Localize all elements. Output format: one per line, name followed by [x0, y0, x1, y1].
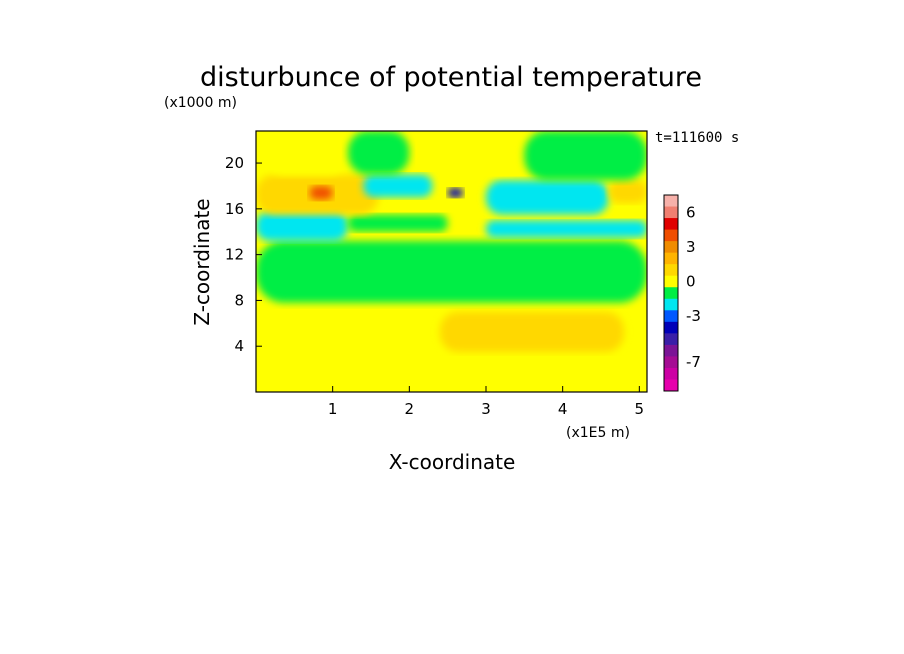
x-tick-label: 5 [635, 400, 645, 418]
x-tick-label: 4 [558, 400, 568, 418]
contour-region-3 [256, 240, 647, 303]
x-tick-label: 3 [481, 400, 491, 418]
colorbar-swatch [664, 356, 678, 369]
contour-region-16 [524, 131, 647, 181]
x-units-label: (x1E5 m) [566, 425, 630, 441]
y-units-label: (x1000 m) [164, 95, 237, 111]
contour-region-15 [432, 131, 525, 175]
colorbar: 6 3 0 -3 -7 [663, 194, 701, 392]
contour-region-10 [447, 188, 463, 198]
colorbar-frame [663, 194, 679, 392]
colorbar-tick-label: 3 [686, 238, 696, 256]
x-tick-label: 2 [405, 400, 415, 418]
time-label: t=111600 s [655, 130, 739, 146]
colorbar-swatch [664, 310, 678, 323]
colorbar-swatch [664, 218, 678, 231]
y-tick-label: 4 [234, 337, 244, 355]
colorbar-swatch [664, 367, 678, 380]
x-axis-label: X-coordinate [389, 450, 516, 474]
contour-region-13 [263, 131, 348, 175]
colorbar-swatch [664, 241, 678, 254]
colorbar-tick-label: 0 [686, 272, 696, 290]
colorbar-swatch [664, 379, 678, 392]
y-axis-label: Z-coordinate [190, 198, 214, 325]
colorbar-swatch [664, 321, 678, 334]
y-tick-label: 8 [234, 291, 244, 309]
contour-region-6 [486, 220, 647, 238]
y-tick-label: 12 [225, 246, 244, 264]
contour-region-12 [608, 180, 647, 204]
contour-region-14 [348, 131, 410, 175]
colorbar-tick-label: -3 [686, 307, 701, 325]
colorbar-swatch [664, 206, 678, 219]
colorbar-swatch [664, 195, 678, 208]
colorbar-tick-label: -7 [686, 353, 701, 371]
contour-region-11 [486, 180, 609, 215]
contour-region-9 [363, 174, 433, 198]
colorbar-swatch [664, 333, 678, 346]
contour-region-4 [256, 211, 348, 241]
colorbar-tick-label: 6 [686, 203, 696, 221]
y-tick-label: 20 [225, 154, 244, 172]
colorbar-swatch [664, 229, 678, 242]
y-tick-label: 16 [225, 200, 244, 218]
contour-region-0 [256, 378, 647, 392]
colorbar-swatch [664, 275, 678, 288]
contour-field [256, 131, 647, 392]
contour-region-5 [348, 214, 448, 232]
chart-title: disturbunce of potential temperature [200, 62, 702, 93]
colorbar-swatch [664, 298, 678, 311]
plot-frame [255, 130, 648, 393]
colorbar-swatch [664, 287, 678, 300]
y-axis: 4 8 12 16 20 [225, 154, 262, 355]
contour-region-8 [309, 185, 333, 200]
contour-region-2 [440, 311, 624, 352]
x-tick-label: 1 [328, 400, 338, 418]
colorbar-swatch [664, 252, 678, 265]
x-axis: 1 2 3 4 5 [328, 386, 644, 418]
colorbar-swatch [664, 264, 678, 277]
plot-area [256, 131, 647, 392]
colorbar-swatch [664, 344, 678, 357]
